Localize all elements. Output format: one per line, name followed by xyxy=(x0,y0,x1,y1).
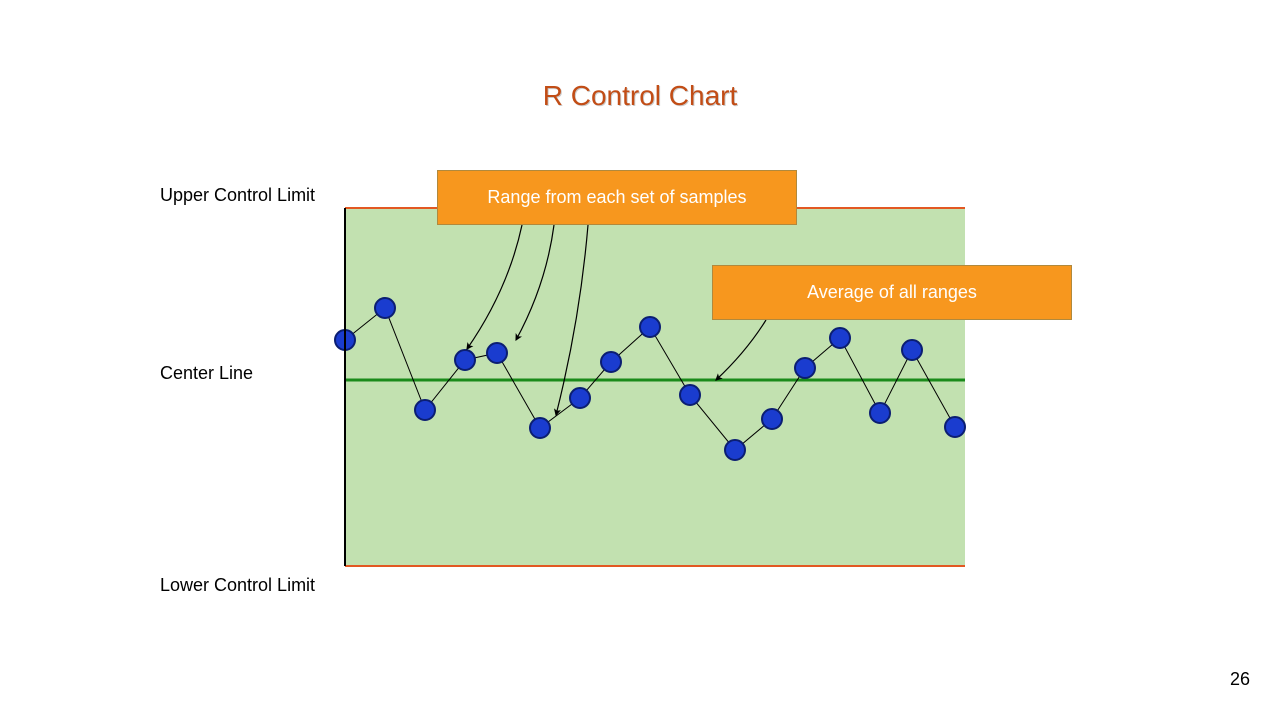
callout-average: Average of all ranges xyxy=(712,265,1072,320)
callout-range: Range from each set of samples xyxy=(437,170,797,225)
page-number: 26 xyxy=(1230,669,1250,690)
control-chart-svg xyxy=(0,0,1280,720)
slide: R Control Chart Upper Control Limit Cent… xyxy=(0,0,1280,720)
